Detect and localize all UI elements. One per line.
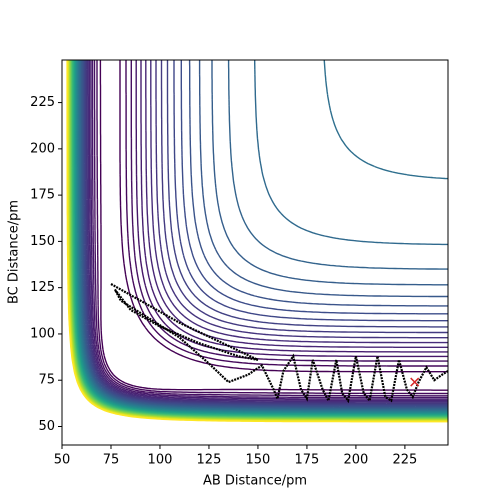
x-tick-label: 100 (148, 453, 173, 468)
contour-line (67, 60, 448, 422)
contour-line (83, 60, 448, 407)
contour-line (90, 60, 448, 400)
x-tick-label: 125 (197, 453, 222, 468)
x-tick-label: 75 (103, 453, 120, 468)
contour-line (86, 60, 448, 404)
contour-line (66, 60, 448, 423)
y-tick-label: 100 (30, 326, 55, 341)
y-tick-label: 75 (38, 373, 55, 388)
contour-line (78, 60, 448, 412)
contour-line (96, 60, 448, 395)
y-axis-label: BC Distance/pm (7, 200, 22, 304)
y-tick-label: 225 (30, 95, 55, 110)
x-tick-label: 50 (54, 453, 71, 468)
contour-line (85, 60, 448, 405)
contour-line (67, 60, 448, 422)
contour-line (93, 60, 448, 397)
x-axis-label: AB Distance/pm (203, 474, 307, 489)
contour-line (79, 60, 448, 411)
trajectory-layer (110, 283, 448, 404)
contour-line (82, 60, 448, 408)
contour-plot (66, 60, 448, 423)
x-tick-label: 175 (295, 453, 320, 468)
y-tick-label: 150 (30, 234, 55, 249)
end-marker (410, 377, 420, 387)
y-tick-label: 125 (30, 280, 55, 295)
contour-line (91, 60, 448, 399)
contour-line (84, 60, 448, 406)
x-tick-label: 200 (343, 453, 368, 468)
contour-line (72, 60, 448, 417)
contour-line (72, 60, 448, 417)
contour-line (87, 60, 448, 403)
x-tick-label: 150 (246, 453, 271, 468)
contour-line (73, 60, 448, 416)
contour-line (99, 60, 448, 391)
contour-line (88, 60, 448, 402)
y-tick-label: 200 (30, 141, 55, 156)
contour-line (66, 60, 448, 423)
x-tick-label: 225 (392, 453, 417, 468)
plot-frame (61, 59, 449, 446)
contour-line (67, 60, 448, 422)
y-tick-label: 175 (30, 188, 55, 203)
trajectory (110, 283, 448, 404)
y-tick-label: 50 (38, 419, 55, 434)
